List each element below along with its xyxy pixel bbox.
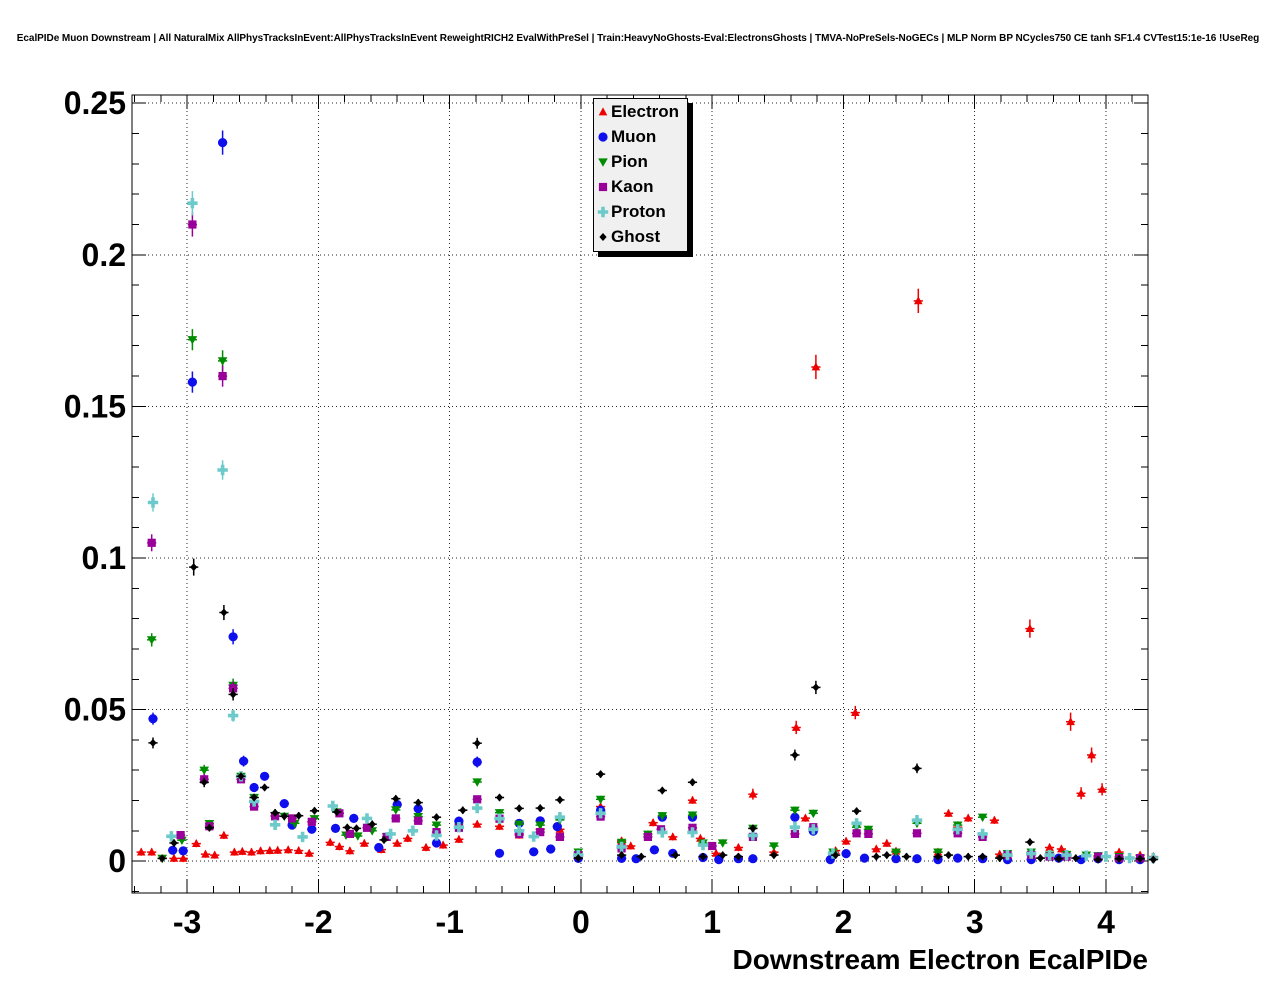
legend-label: Electron	[611, 102, 680, 121]
legend: Electron Muon Pion Kaon Proton Ghost	[593, 98, 688, 252]
plot-frame	[131, 94, 1149, 894]
legend-item-pion: Pion	[594, 149, 687, 174]
legend-item-ghost: Ghost	[594, 224, 687, 249]
legend-label: Pion	[611, 152, 648, 171]
x-axis-tick-labels: -3 -2 -1 0 1 2 3 4	[173, 904, 1115, 940]
x-tick-label: -3	[173, 904, 201, 940]
ghost-marker-icon	[599, 232, 607, 241]
legend-item-electron: Electron	[594, 99, 687, 124]
x-tick-label: 1	[703, 904, 721, 940]
legend-label: Muon	[611, 127, 657, 146]
y-axis-tick-labels: 0 0.05 0.1 0.15 0.2 0.25	[64, 85, 126, 879]
y-tick-label: 0	[108, 843, 126, 879]
page-title: EcalPIDe Muon Downstream | All NaturalMi…	[16, 33, 1260, 44]
y-tick-label: 0.25	[64, 85, 126, 121]
series-proton	[147, 191, 1159, 864]
kaon-marker-icon	[598, 182, 608, 191]
legend-item-proton: Proton	[594, 199, 687, 224]
series-pion	[146, 329, 1145, 864]
x-tick-label: 0	[572, 904, 590, 940]
y-tick-label: 0.15	[64, 388, 126, 424]
series-electron	[136, 288, 1158, 863]
legend-item-muon: Muon	[594, 124, 687, 149]
x-tick-label: 3	[966, 904, 984, 940]
legend-label: Ghost	[611, 227, 661, 246]
proton-marker-icon	[597, 206, 609, 217]
x-tick-label: -1	[435, 904, 463, 940]
muon-marker-icon	[598, 131, 608, 142]
x-tick-label: 2	[835, 904, 853, 940]
legend-label: Kaon	[611, 177, 654, 196]
x-tick-label: -2	[304, 904, 332, 940]
series-ghost	[148, 558, 1158, 864]
x-axis-title: Downstream Electron EcalPIDe	[732, 944, 1148, 975]
pion-marker-icon	[598, 157, 608, 167]
gridlines	[132, 95, 1148, 893]
axis-ticks	[132, 95, 1148, 893]
legend-label: Proton	[611, 202, 666, 221]
y-tick-label: 0.05	[64, 692, 126, 728]
y-tick-label: 0.1	[82, 540, 126, 576]
electron-marker-icon	[598, 106, 608, 115]
x-tick-label: 4	[1097, 904, 1115, 940]
y-tick-label: 0.2	[82, 237, 126, 273]
legend-item-kaon: Kaon	[594, 174, 687, 199]
series-kaon	[147, 212, 1145, 863]
